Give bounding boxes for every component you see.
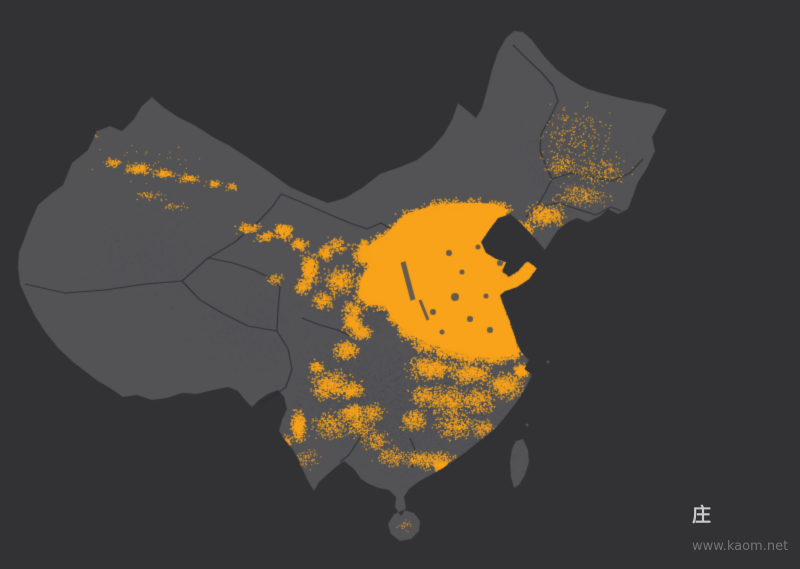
watermark: 庄 www.kaom.net: [692, 500, 800, 554]
watermark-site-url: www.kaom.net: [692, 539, 789, 554]
watermark-character: 庄: [692, 504, 713, 526]
